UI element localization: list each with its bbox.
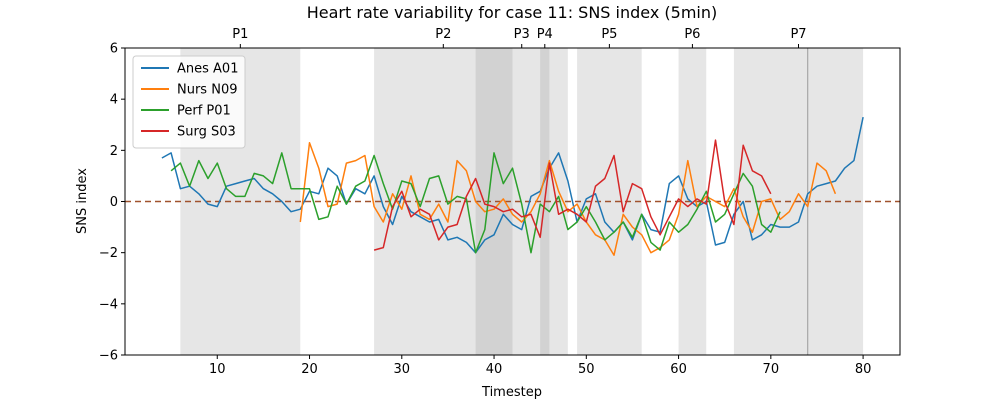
y-tick-label: 4 bbox=[110, 93, 118, 108]
x-tick-label: 10 bbox=[209, 362, 226, 377]
phase-labels: P1 P2 P3 P4 P5 P6 P7 bbox=[232, 27, 807, 48]
series-lines bbox=[161, 116, 864, 256]
phase-label-p2: P2 bbox=[435, 27, 451, 42]
legend-label: Surg S03 bbox=[177, 125, 236, 140]
legend-label: Nurs N09 bbox=[177, 83, 237, 98]
x-tick-label: 60 bbox=[670, 362, 687, 377]
x-tick-label: 50 bbox=[578, 362, 595, 377]
phase-label-p7: P7 bbox=[790, 27, 806, 42]
y-axis: −6 −4 −2 0 2 4 6 bbox=[99, 42, 125, 364]
legend: Anes A01 Nurs N09 Perf P01 Surg S03 bbox=[132, 55, 246, 149]
x-axis-label: Timestep bbox=[481, 385, 542, 400]
x-tick-label: 30 bbox=[394, 362, 411, 377]
y-tick-label: −2 bbox=[99, 246, 118, 261]
legend-label: Anes A01 bbox=[177, 62, 238, 77]
y-axis-label: SNS index bbox=[75, 168, 90, 234]
x-tick-label: 20 bbox=[301, 362, 318, 377]
series-line-perf-p01 bbox=[170, 152, 781, 254]
phase-label-p5: P5 bbox=[601, 27, 617, 42]
y-tick-label: 0 bbox=[110, 195, 118, 210]
x-tick-label: 70 bbox=[763, 362, 780, 377]
y-tick-label: 2 bbox=[110, 144, 118, 159]
series-line-anes-a01 bbox=[161, 116, 864, 254]
y-tick-label: 6 bbox=[110, 42, 118, 57]
phase-label-p3: P3 bbox=[514, 27, 530, 42]
legend-box bbox=[132, 55, 246, 149]
x-tick-label: 40 bbox=[486, 362, 503, 377]
x-axis: 10 20 30 40 50 60 70 80 bbox=[209, 355, 871, 377]
series-line-surg-s03 bbox=[373, 139, 772, 251]
y-tick-label: −4 bbox=[99, 297, 118, 312]
phase-label-p6: P6 bbox=[684, 27, 700, 42]
phase-label-p1: P1 bbox=[232, 27, 248, 42]
series-line-nurs-n09 bbox=[299, 141, 837, 256]
y-tick-label: −6 bbox=[99, 349, 118, 364]
phase-label-p4: P4 bbox=[537, 27, 553, 42]
legend-label: Perf P01 bbox=[177, 104, 231, 119]
chart-title: Heart rate variability for case 11: SNS … bbox=[307, 3, 717, 22]
x-tick-label: 80 bbox=[855, 362, 872, 377]
